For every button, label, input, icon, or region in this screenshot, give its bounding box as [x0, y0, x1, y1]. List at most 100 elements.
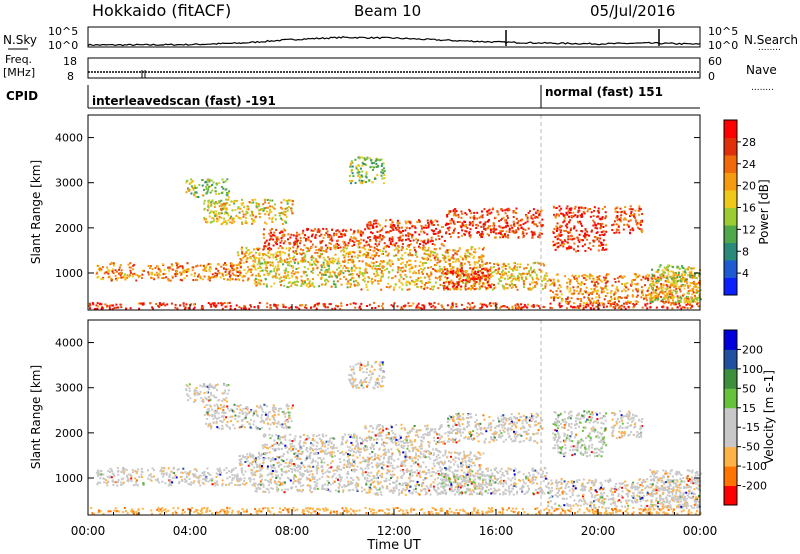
power-cell — [457, 271, 460, 274]
power-cell — [224, 262, 226, 265]
power-cell — [530, 216, 533, 219]
power-cell — [406, 261, 408, 263]
power-cell — [689, 307, 692, 309]
power-cell — [269, 270, 272, 273]
velocity-cell — [294, 509, 297, 512]
power-cell — [472, 255, 475, 258]
power-cell — [387, 276, 390, 279]
power-cell — [500, 217, 503, 220]
power-cell — [566, 213, 569, 216]
power-cell — [467, 273, 470, 276]
velocity-cell — [90, 507, 93, 509]
power-cell — [278, 214, 281, 217]
power-cell — [417, 277, 420, 280]
power-cell — [284, 240, 287, 243]
power-cell — [526, 216, 529, 219]
velocity-cell — [682, 509, 685, 512]
power-cell — [333, 232, 336, 235]
power-cell — [336, 262, 339, 265]
power-cell — [631, 280, 633, 283]
velocity-cell — [175, 511, 178, 514]
power-cell — [679, 300, 682, 303]
velocity-cell — [137, 509, 140, 512]
power-cell — [295, 237, 298, 240]
power-cell — [572, 237, 575, 240]
power-cell — [581, 213, 583, 216]
power-cell — [463, 262, 466, 265]
power-cell — [649, 299, 652, 301]
power-cell — [498, 220, 501, 222]
power-cell — [600, 244, 603, 246]
power-cell — [566, 281, 569, 284]
power-cell — [518, 279, 520, 282]
power-cell — [324, 306, 327, 309]
power-cell — [632, 289, 634, 292]
strip2-right-tick-bottom: 0 — [708, 70, 715, 83]
power-cell — [252, 214, 255, 217]
power-cell — [468, 208, 471, 211]
power-cell — [325, 278, 328, 281]
power-cell — [666, 298, 669, 301]
power-cell — [354, 237, 357, 240]
power-cell — [665, 284, 668, 286]
power-cell — [359, 308, 362, 310]
power-cell — [400, 257, 403, 260]
power-cell — [201, 179, 204, 182]
power-cell — [495, 232, 498, 235]
power-cell — [524, 229, 527, 231]
power-cell — [578, 238, 581, 241]
velocity-cell — [489, 508, 492, 511]
power-colorbar-swatch — [724, 225, 737, 243]
power-cell — [598, 302, 601, 305]
velocity-cell — [116, 510, 119, 513]
power-cell — [374, 307, 377, 309]
power-cell — [446, 277, 449, 279]
power-cell — [271, 221, 274, 223]
power-cell — [419, 230, 422, 233]
power-cell — [394, 227, 397, 229]
power-cell — [88, 305, 91, 307]
power-cell — [258, 247, 261, 250]
power-cell — [275, 272, 277, 275]
power-cell — [422, 268, 425, 271]
power-cell — [272, 256, 275, 259]
velocity-cell — [441, 509, 444, 512]
power-cell — [176, 307, 179, 310]
power-cell — [348, 273, 351, 276]
power-cell — [554, 215, 557, 218]
power-cell — [462, 275, 465, 278]
power-cell — [412, 272, 415, 275]
power-cell — [597, 211, 600, 214]
power-cell — [520, 273, 523, 276]
power-cell — [421, 304, 424, 307]
power-cell — [266, 199, 269, 201]
power-cell — [299, 236, 302, 239]
power-cell — [651, 287, 654, 290]
velocity-cell — [447, 513, 450, 516]
power-cell — [508, 228, 511, 231]
velocity-cell — [113, 509, 116, 512]
power-cell — [357, 229, 360, 232]
power-cell — [495, 228, 498, 231]
power-cell — [593, 281, 596, 284]
power-cell — [672, 299, 674, 302]
velocity-cell — [593, 512, 596, 515]
power-colorbar-swatch — [724, 190, 737, 208]
power-cell — [518, 306, 521, 309]
power-cell — [450, 279, 453, 282]
power-cell — [365, 173, 368, 175]
power-cell — [259, 216, 261, 219]
power-cell — [674, 285, 677, 288]
power-cell — [330, 242, 332, 245]
power-cell — [430, 239, 433, 242]
power-cell — [504, 287, 507, 290]
power-cell — [419, 276, 422, 279]
power-cell — [225, 268, 228, 271]
power-cell — [566, 223, 569, 226]
power-cell — [438, 229, 441, 232]
power-cell — [231, 278, 234, 281]
power-cell — [487, 276, 490, 279]
power-cell — [275, 252, 278, 255]
power-cell — [242, 213, 245, 216]
power-cell — [245, 217, 247, 219]
